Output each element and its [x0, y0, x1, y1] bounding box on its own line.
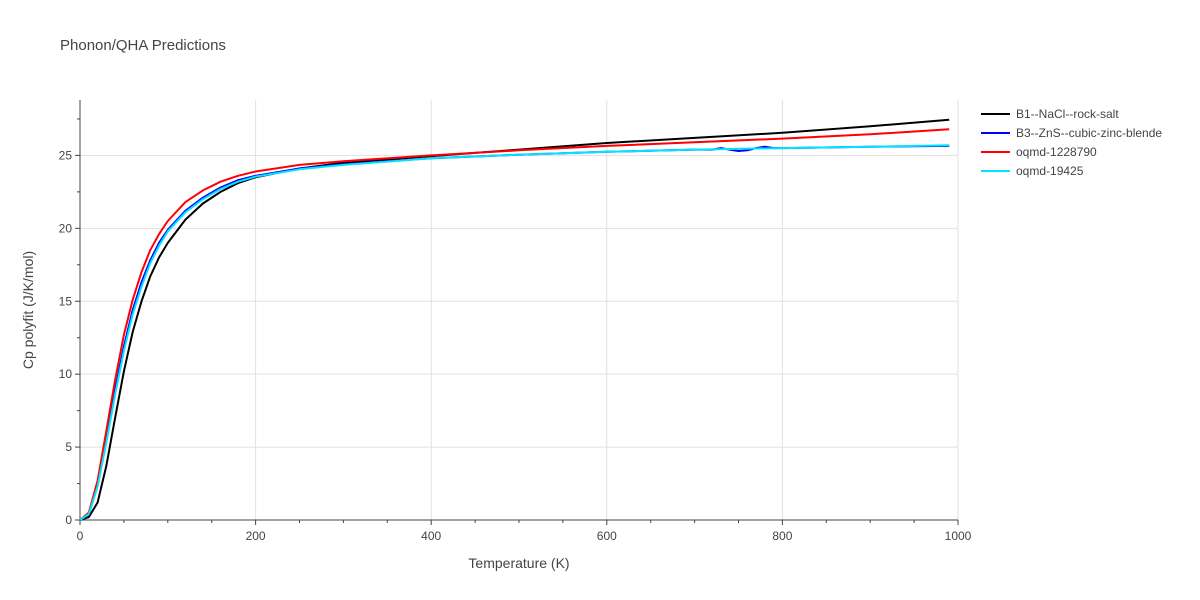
- x-tick-label-5: 1000: [945, 529, 972, 543]
- series-lines: [79, 118, 950, 521]
- legend-label: oqmd-1228790: [1016, 145, 1097, 159]
- legend-item-oqmd-1228790[interactable]: oqmd-1228790: [981, 145, 1097, 159]
- y-axis-title: Cp polyfit (J/K/mol): [20, 251, 36, 369]
- chart-title: Phonon/QHA Predictions: [60, 37, 226, 54]
- legend: B1--NaCl--rock-salt B3--ZnS--cubic-zinc-b…: [981, 107, 1162, 178]
- axes: 0 200 400 600 800 1000 0 5 10 15 20 25: [59, 100, 972, 543]
- series-line-b1-nacl-rock-salt: [79, 118, 950, 521]
- x-tick-label-4: 800: [772, 529, 792, 543]
- y-tick-label-2: 10: [59, 367, 73, 381]
- legend-label: B3--ZnS--cubic-zinc-blende: [1016, 126, 1162, 140]
- series-line-oqmd-1228790: [79, 128, 950, 521]
- y-tick-label-1: 5: [65, 440, 72, 454]
- x-tick-label-1: 200: [246, 529, 266, 543]
- y-tick-label-3: 15: [59, 294, 73, 308]
- y-tick-label-4: 20: [59, 221, 73, 235]
- grid: [80, 100, 959, 520]
- x-tick-label-3: 600: [597, 529, 617, 543]
- legend-label: B1--NaCl--rock-salt: [1016, 107, 1119, 121]
- series-line-oqmd-19425: [79, 144, 950, 521]
- legend-item-b3-zns-cubic-zinc-blende[interactable]: B3--ZnS--cubic-zinc-blende: [981, 126, 1162, 140]
- legend-label: oqmd-19425: [1016, 164, 1084, 178]
- y-tick-label-0: 0: [65, 513, 72, 527]
- legend-item-oqmd-19425[interactable]: oqmd-19425: [981, 164, 1084, 178]
- x-axis-title: Temperature (K): [468, 555, 569, 571]
- x-tick-label-0: 0: [77, 529, 84, 543]
- legend-item-b1-nacl-rock-salt[interactable]: B1--NaCl--rock-salt: [981, 107, 1119, 121]
- y-tick-label-5: 25: [59, 148, 73, 162]
- x-tick-label-2: 400: [421, 529, 441, 543]
